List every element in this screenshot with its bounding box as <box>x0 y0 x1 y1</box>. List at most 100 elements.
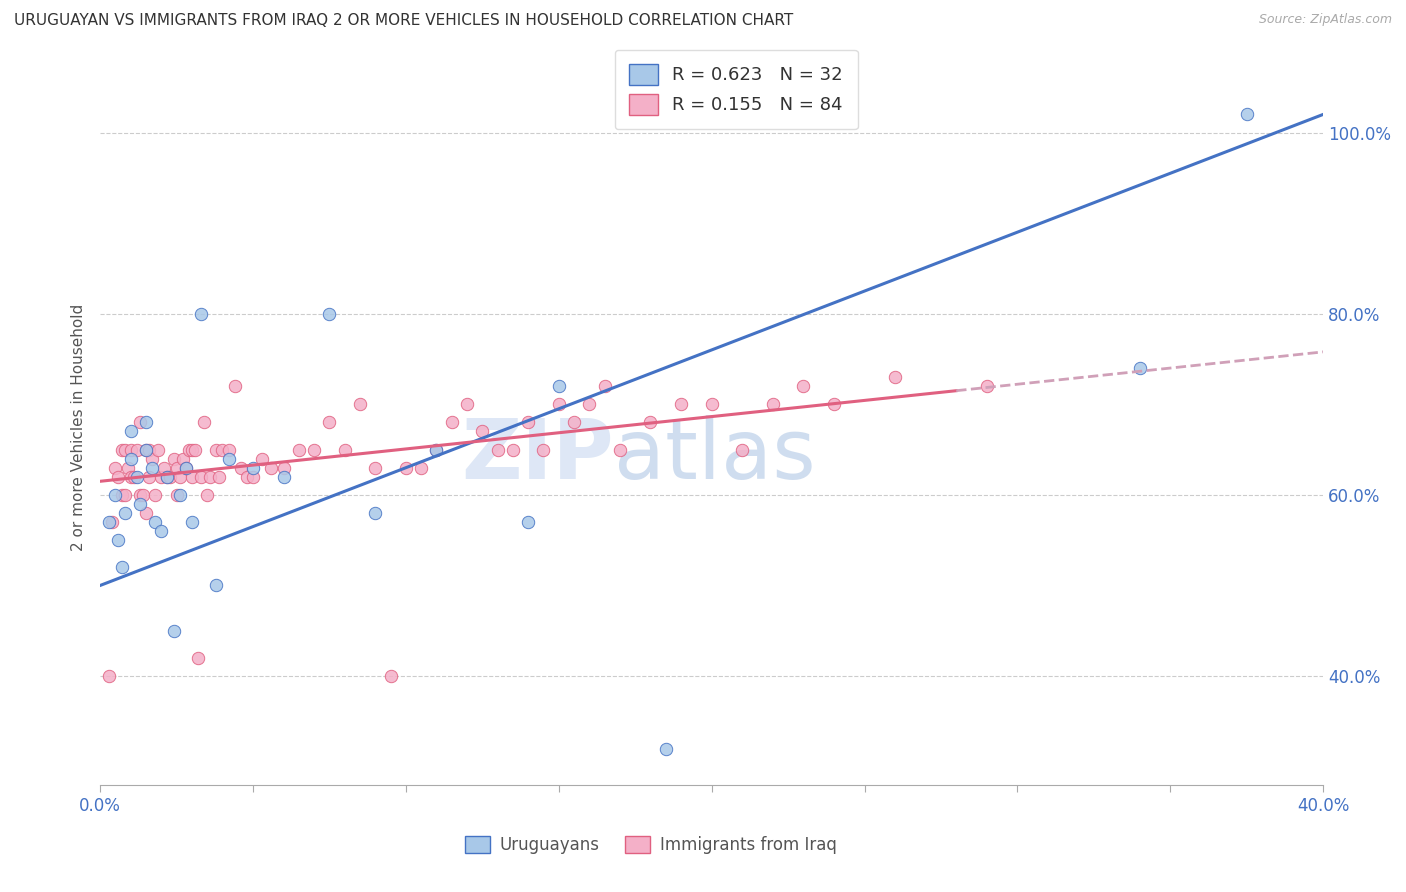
Point <box>486 442 509 457</box>
Text: URUGUAYAN VS IMMIGRANTS FROM IRAQ 2 OR MORE VEHICLES IN HOUSEHOLD CORRELATION CH: URUGUAYAN VS IMMIGRANTS FROM IRAQ 2 OR M… <box>14 13 793 29</box>
Point <box>242 460 264 475</box>
Point <box>117 460 139 475</box>
Point <box>156 469 179 483</box>
Text: Source: ZipAtlas.com: Source: ZipAtlas.com <box>1258 13 1392 27</box>
Point <box>364 460 387 475</box>
Point <box>609 442 631 457</box>
Point <box>200 469 222 483</box>
Point <box>114 442 136 457</box>
Point <box>700 397 723 411</box>
Point <box>411 460 433 475</box>
Point <box>669 397 692 411</box>
Point <box>98 515 121 529</box>
Point <box>125 469 148 483</box>
Point <box>166 460 188 475</box>
Point <box>187 651 209 665</box>
Point <box>762 397 785 411</box>
Point <box>141 451 163 466</box>
Point <box>122 469 145 483</box>
Point <box>205 578 228 592</box>
Point <box>208 469 231 483</box>
Point <box>547 379 569 393</box>
Point <box>150 469 173 483</box>
Point <box>425 442 447 457</box>
Point <box>792 379 814 393</box>
Point <box>395 460 418 475</box>
Point <box>169 488 191 502</box>
Point <box>193 416 215 430</box>
Point <box>138 442 160 457</box>
Point <box>150 524 173 538</box>
Point <box>120 451 142 466</box>
Point <box>380 669 402 683</box>
Point <box>98 669 121 683</box>
Point <box>976 379 998 393</box>
Point <box>440 416 463 430</box>
Point <box>640 416 662 430</box>
Point <box>107 469 129 483</box>
Legend: Uruguayans, Immigrants from Iraq: Uruguayans, Immigrants from Iraq <box>456 828 845 863</box>
Text: atlas: atlas <box>614 415 815 496</box>
Point <box>731 442 754 457</box>
Point <box>273 460 295 475</box>
Point <box>174 460 197 475</box>
Point <box>250 451 273 466</box>
Y-axis label: 2 or more Vehicles in Household: 2 or more Vehicles in Household <box>72 303 86 550</box>
Point <box>101 515 124 529</box>
Point <box>114 488 136 502</box>
Point <box>190 469 212 483</box>
Point <box>655 741 678 756</box>
Point <box>302 442 325 457</box>
Point <box>593 379 616 393</box>
Point <box>236 469 259 483</box>
Point <box>135 506 157 520</box>
Point <box>1236 107 1258 121</box>
Point <box>823 397 845 411</box>
Point <box>180 442 202 457</box>
Point <box>128 416 150 430</box>
Point <box>162 624 184 638</box>
Point <box>135 442 157 457</box>
Point <box>110 488 132 502</box>
Point <box>120 469 142 483</box>
Point <box>195 488 218 502</box>
Point <box>562 416 585 430</box>
Point <box>533 442 555 457</box>
Point <box>148 442 170 457</box>
Point <box>104 488 127 502</box>
Point <box>211 442 233 457</box>
Point <box>107 533 129 548</box>
Point <box>1129 361 1152 376</box>
Point <box>177 442 200 457</box>
Point <box>166 488 188 502</box>
Point <box>333 442 356 457</box>
Point <box>156 469 179 483</box>
Point <box>172 451 194 466</box>
Point <box>110 560 132 574</box>
Point <box>132 488 155 502</box>
Point <box>143 488 166 502</box>
Point <box>425 442 447 457</box>
Point <box>578 397 600 411</box>
Point <box>349 397 371 411</box>
Point <box>318 416 340 430</box>
Point <box>456 397 478 411</box>
Point <box>169 469 191 483</box>
Point <box>224 379 246 393</box>
Point <box>153 460 176 475</box>
Point <box>364 506 387 520</box>
Point <box>162 451 184 466</box>
Point <box>318 307 340 321</box>
Point <box>135 442 157 457</box>
Point <box>128 497 150 511</box>
Point <box>517 416 540 430</box>
Point <box>104 460 127 475</box>
Text: ZIP: ZIP <box>461 415 614 496</box>
Point <box>135 416 157 430</box>
Point <box>242 469 264 483</box>
Point <box>190 307 212 321</box>
Point <box>288 442 311 457</box>
Point <box>205 442 228 457</box>
Point <box>180 515 202 529</box>
Point <box>260 460 283 475</box>
